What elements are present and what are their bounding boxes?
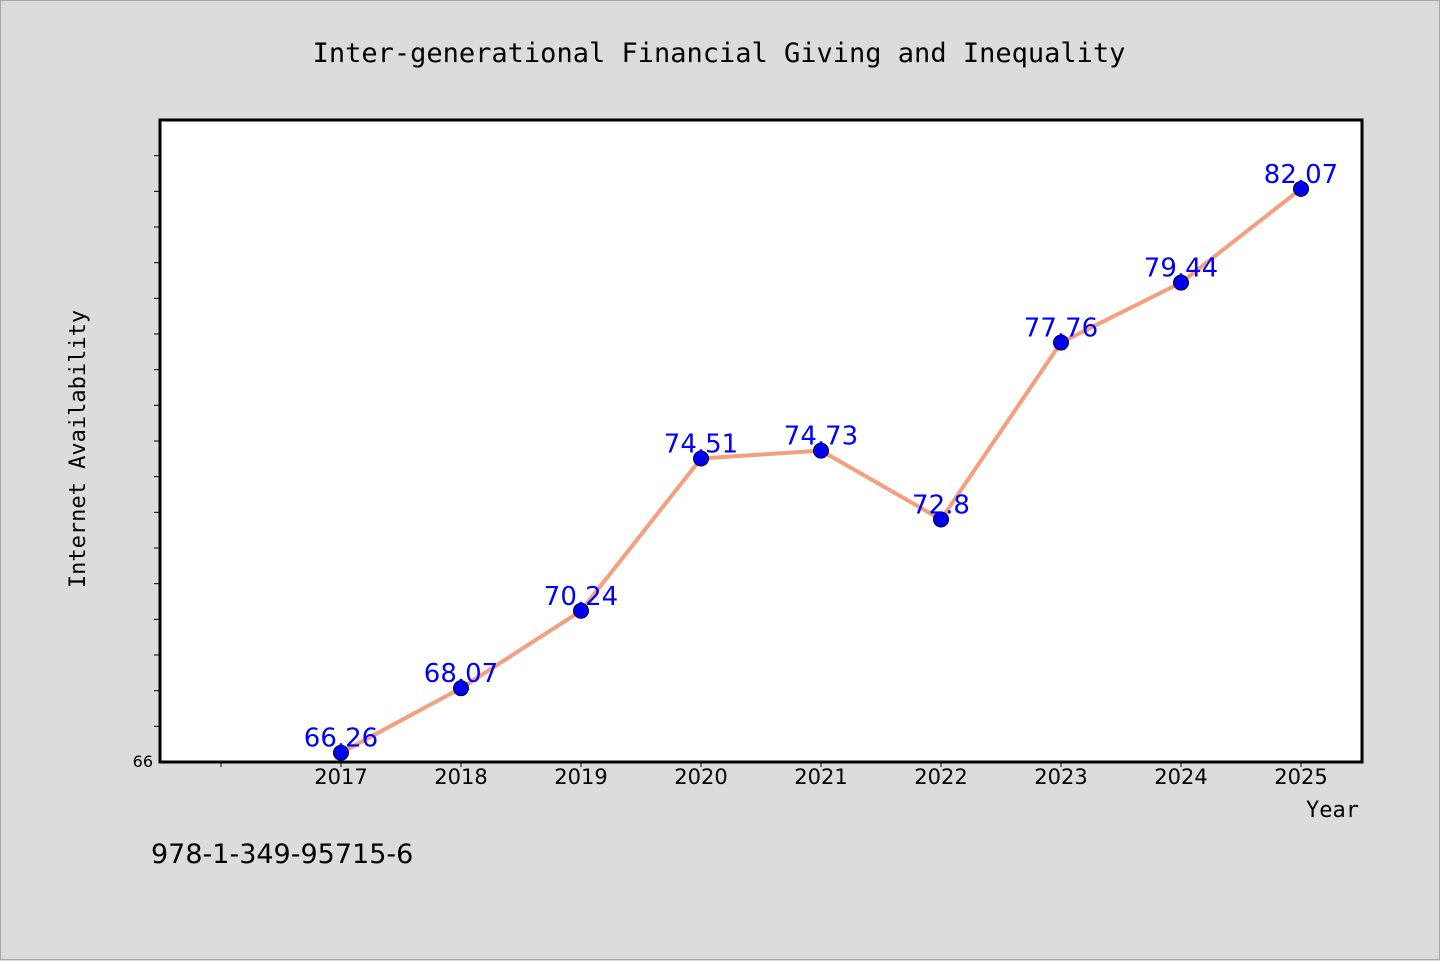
data-label: 72.8: [912, 490, 970, 520]
data-label: 70.24: [544, 582, 618, 612]
y-axis-label: Internet Availability: [66, 310, 91, 588]
data-point: [333, 744, 349, 761]
x-tick-label: 2025: [1274, 765, 1327, 789]
chart-title: Inter-generational Financial Giving and …: [313, 38, 1126, 69]
plot-area: [158, 118, 1364, 764]
x-tick-label: 2022: [914, 765, 967, 789]
data-label: 74.73: [784, 422, 858, 452]
data-label: 82.07: [1264, 160, 1338, 190]
x-tick-label: 2020: [674, 765, 727, 789]
data-point: [813, 442, 829, 459]
data-label: 77.76: [1024, 314, 1098, 344]
data-point: [573, 602, 589, 619]
x-axis-label: Year: [1306, 798, 1359, 823]
footer-isbn: 978-1-349-95715-6: [151, 839, 413, 870]
x-tick-label: 2019: [554, 765, 607, 789]
y-axis-ticks: [154, 155, 160, 727]
y-tick-label-min: 66: [133, 752, 153, 771]
x-tick-label: 2021: [794, 765, 847, 789]
data-point: [453, 680, 469, 697]
data-point: [933, 511, 949, 528]
data-label: 66.26: [304, 724, 378, 754]
x-tick-label: 2018: [434, 765, 487, 789]
data-point: [693, 450, 709, 467]
x-tick-label: 2024: [1154, 765, 1207, 789]
data-label: 68.07: [424, 659, 498, 689]
x-tick-label: 2023: [1034, 765, 1087, 789]
x-axis-ticks: 2017 2018 2019 2020 2021 2022 2023 2024 2025: [220, 762, 1328, 789]
x-tick-label: 2017: [314, 765, 367, 789]
data-labels: 66.26 68.07 70.24 74.51 74.73 72.8 77.76 79.44 8…: [304, 160, 1338, 754]
data-point: [1173, 274, 1189, 291]
data-label: 74.51: [664, 429, 738, 459]
data-point: [1293, 180, 1309, 197]
series-markers: [333, 180, 1309, 761]
data-label: 79.44: [1144, 254, 1218, 284]
data-point: [1053, 334, 1069, 351]
